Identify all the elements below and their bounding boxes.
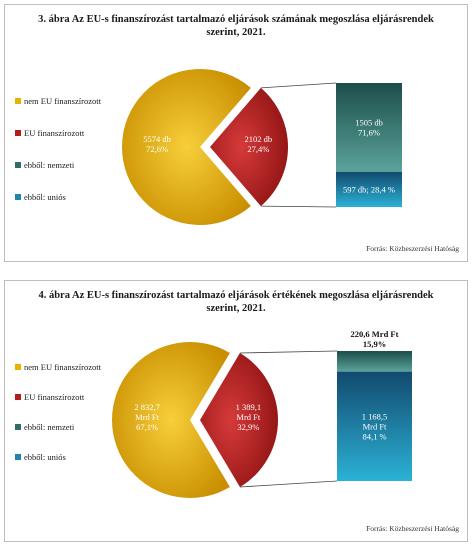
- data-label-nem-eu: 5574 db 72,6%: [143, 134, 171, 154]
- legend-item-eu: EU finanszírozott: [15, 391, 84, 403]
- data-label-nemzeti: 220,6 Mrd Ft 15,9%: [351, 329, 399, 349]
- data-label-nemzeti: 1505 db 71,6%: [355, 117, 383, 137]
- connector-line-top: [260, 82, 337, 89]
- bar-segment-nemzeti: [336, 83, 402, 172]
- legend-swatch: [15, 424, 21, 431]
- legend-swatch: [15, 454, 21, 461]
- data-label-eu: 1 389,1 Mrd Ft 32,9%: [236, 402, 262, 432]
- chart-source: Forrás: Közbeszerzési Hatóság: [366, 524, 459, 533]
- chart-panel-4: 4. ábra Az EU-s finanszírozást tartalmaz…: [4, 280, 468, 542]
- bar-segment-nemzeti: [337, 351, 412, 372]
- pie-of-bar-chart: 5574 db 72,6% 2102 db 27,4% 1505 db 71,6% 597 …: [122, 68, 402, 225]
- pie-of-bar-chart: 2 832,7 Mrd Ft 67,1% 1 389,1 Mrd Ft 32,9% 220,…: [112, 329, 412, 498]
- legend-item-unios: ebből: uniós: [15, 191, 66, 203]
- legend-item-nem-eu: nem EU finanszírozott: [15, 361, 101, 373]
- data-label-unios: 597 db; 28,4 %: [343, 184, 395, 194]
- connector-line-bottom: [260, 205, 337, 208]
- legend-swatch: [15, 98, 21, 105]
- bar-segment-unios: [337, 371, 412, 481]
- legend-swatch: [15, 194, 21, 201]
- connector-line-top: [239, 350, 338, 354]
- chart-title: 3. ábra Az EU-s finanszírozást tartalmaz…: [38, 14, 434, 38]
- legend-swatch: [15, 162, 21, 169]
- connector-line-bottom: [239, 480, 338, 488]
- legend-item-nemzeti: ebből: nemzeti: [15, 421, 74, 433]
- legend-item-eu: EU finanszírozott: [15, 127, 84, 139]
- legend-item-nemzeti: ebből: nemzeti: [15, 159, 74, 171]
- data-label-eu: 2102 db 27,4%: [245, 134, 273, 154]
- legend-swatch: [15, 130, 21, 137]
- chart-source: Forrás: Közbeszerzési Hatóság: [366, 244, 459, 253]
- pie-slice-nem-eu: [112, 342, 230, 498]
- chart-panel-3: 3. ábra Az EU-s finanszírozást tartalmaz…: [4, 4, 468, 262]
- pie-slice-eu: [210, 87, 289, 207]
- legend-swatch: [15, 364, 21, 371]
- chart-title: 4. ábra Az EU-s finanszírozást tartalmaz…: [38, 290, 434, 314]
- pie-slice-eu: [200, 352, 278, 488]
- legend-item-nem-eu: nem EU finanszírozott: [15, 95, 101, 107]
- data-label-unios: 1 168,5 Mrd Ft 84,1 %: [362, 411, 388, 441]
- legend-item-unios: ebből: uniós: [15, 451, 66, 463]
- bar-segment-unios: [336, 171, 402, 207]
- pie-slice-nem-eu: [122, 68, 251, 225]
- data-label-nem-eu: 2 832,7 Mrd Ft 67,1%: [134, 402, 160, 432]
- legend-swatch: [15, 394, 21, 401]
